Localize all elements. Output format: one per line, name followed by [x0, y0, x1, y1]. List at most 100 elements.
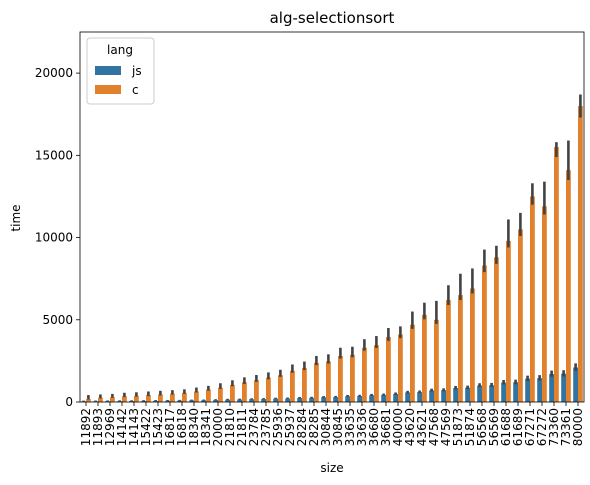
bar-js-21811 — [237, 399, 242, 402]
bar-js-18341 — [201, 400, 206, 402]
bar-js-16818 — [177, 400, 182, 402]
x-tick-label: 11892 — [79, 408, 93, 446]
x-tick-label: 51873 — [451, 408, 465, 446]
bar-c-21811 — [242, 382, 247, 402]
bar-c-80000 — [578, 106, 583, 402]
legend-label-js: js — [131, 64, 142, 78]
bar-c-30844 — [326, 361, 331, 402]
x-tick-label: 33635 — [343, 408, 357, 446]
bar-js-30844 — [321, 397, 326, 402]
bar-js-23785 — [261, 399, 266, 402]
x-tick-label: 56569 — [487, 408, 501, 446]
bar-c-47569 — [446, 300, 451, 402]
bar-js-25937 — [285, 398, 290, 402]
y-axis: 0 5000 10000 15000 20000 — [35, 66, 80, 409]
bar-c-51874 — [470, 288, 475, 402]
legend-label-c: c — [132, 83, 139, 97]
bar-js-51874 — [465, 387, 470, 402]
x-tick-label: 56568 — [475, 408, 489, 446]
x-tick-label: 23784 — [247, 408, 261, 446]
bar-c-33636 — [362, 347, 367, 402]
bar-js-28285 — [309, 397, 314, 402]
bar-js-16817 — [165, 400, 170, 402]
bar-c-21810 — [230, 384, 235, 402]
bar-c-56569 — [494, 257, 499, 402]
bar-c-20000 — [218, 387, 223, 402]
chart-title: alg-selectionsort — [270, 9, 395, 27]
bar-c-25937 — [290, 370, 295, 402]
x-tick-label: 67272 — [535, 408, 549, 446]
y-tick-label: 0 — [65, 395, 73, 409]
bar-js-23784 — [249, 399, 254, 402]
bar-js-33635 — [345, 396, 350, 402]
bar-js-12969 — [105, 401, 110, 402]
x-tick-label: 12969 — [103, 408, 117, 446]
bar-js-14143 — [129, 401, 134, 402]
x-tick-label: 11893 — [91, 408, 105, 446]
y-tick-label: 15000 — [35, 148, 73, 162]
bar-c-73360 — [554, 147, 559, 402]
bar-c-25936 — [278, 375, 283, 402]
bar-js-61688 — [501, 382, 506, 402]
bar-c-18340 — [194, 391, 199, 402]
legend: lang js c — [86, 37, 155, 105]
bar-js-56569 — [489, 385, 494, 402]
x-tick-label: 16818 — [175, 408, 189, 446]
x-tick-label: 43620 — [403, 408, 417, 446]
x-tick-label: 61688 — [499, 408, 513, 446]
bar-c-12969 — [110, 397, 115, 402]
bar-js-30845 — [333, 397, 338, 402]
legend-swatch-c — [95, 85, 121, 94]
bar-js-47569 — [441, 390, 446, 402]
x-tick-label: 40000 — [391, 408, 405, 446]
bar-c-11892 — [86, 399, 91, 402]
x-tick-label: 14142 — [115, 408, 129, 446]
bar-js-67271 — [525, 378, 530, 402]
x-tick-label: 21810 — [223, 408, 237, 446]
x-tick-label: 23785 — [259, 408, 273, 446]
bar-js-67272 — [537, 378, 542, 402]
x-tick-label: 30844 — [319, 408, 333, 446]
x-tick-label: 25937 — [283, 408, 297, 446]
bar-c-14143 — [134, 395, 139, 402]
bar-js-73361 — [561, 373, 566, 402]
bar-js-25936 — [273, 398, 278, 402]
bar-c-36681 — [386, 337, 391, 402]
x-tick-label: 51874 — [463, 408, 477, 446]
bar-js-21810 — [225, 399, 230, 402]
x-tick-label: 80000 — [571, 408, 585, 446]
bar-js-40000 — [393, 393, 398, 402]
bar-c-43620 — [410, 324, 415, 402]
x-tick-label: 30845 — [331, 408, 345, 446]
bar-js-15422 — [141, 400, 146, 402]
x-tick-label: 18340 — [187, 408, 201, 446]
bar-js-43621 — [417, 392, 422, 402]
bar-js-73360 — [549, 374, 554, 402]
bar-js-28284 — [297, 398, 302, 402]
x-tick-label: 47568 — [427, 408, 441, 446]
x-tick-label: 61689 — [511, 408, 525, 446]
bar-js-80000 — [573, 367, 578, 402]
bar-js-43620 — [405, 392, 410, 402]
x-tick-label: 43621 — [415, 408, 429, 446]
bar-c-73361 — [566, 170, 571, 402]
bar-c-56568 — [482, 265, 487, 402]
bar-js-36681 — [381, 394, 386, 402]
bar-c-18341 — [206, 389, 211, 402]
x-axis-label: size — [320, 461, 343, 475]
x-tick-label: 28284 — [295, 408, 309, 446]
bar-c-61689 — [518, 229, 523, 402]
bar-c-23784 — [254, 380, 259, 402]
bar-c-23785 — [266, 377, 271, 402]
bar-js-36680 — [369, 395, 374, 402]
x-tick-label: 36680 — [367, 408, 381, 446]
x-tick-label: 15422 — [139, 408, 153, 446]
legend-title: lang — [107, 43, 133, 57]
x-tick-label: 16817 — [163, 408, 177, 446]
bar-c-28284 — [302, 368, 307, 402]
bar-c-67272 — [542, 206, 547, 402]
bar-c-14142 — [122, 396, 127, 402]
bar-c-51873 — [458, 295, 463, 402]
plot-frame — [79, 31, 585, 403]
